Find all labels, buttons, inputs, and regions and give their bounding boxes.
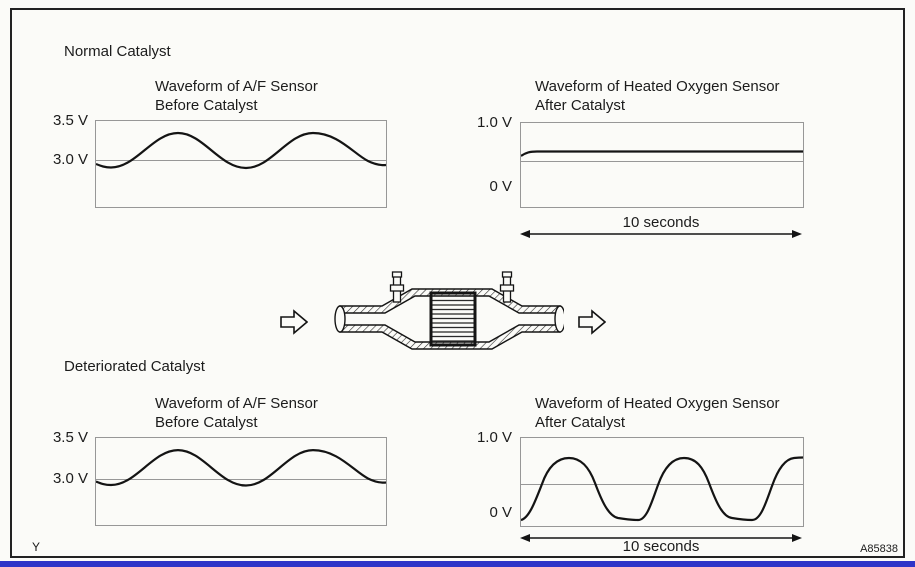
normal-af-chart-title: Waveform of A/F Sensor Before Catalyst	[155, 77, 318, 115]
deteriorated-o2-chart-title: Waveform of Heated Oxygen Sensor After C…	[535, 394, 780, 432]
section-heading-deteriorated: Deteriorated Catalyst	[64, 358, 205, 375]
catalyst-substrate	[429, 291, 477, 347]
chart-title-line1: Waveform of Heated Oxygen Sensor	[535, 395, 780, 412]
deteriorated-o2-chart-box	[520, 437, 804, 527]
deteriorated-af-chart-title: Waveform of A/F Sensor Before Catalyst	[155, 394, 318, 432]
y-axis-label-1-0v: 1.0 V	[476, 114, 512, 131]
section-heading-normal: Normal Catalyst	[64, 43, 171, 60]
chart-title-line2: After Catalyst	[535, 414, 626, 431]
gridline-mid	[521, 161, 803, 162]
figure-code: A85838	[860, 543, 898, 555]
y-axis-label-3-5v: 3.5 V	[52, 429, 88, 446]
y-axis-label-0v: 0 V	[489, 178, 512, 195]
page-corner-mark: Y	[32, 540, 41, 554]
y-axis-label-0v: 0 V	[489, 504, 512, 521]
page-bottom-rule	[0, 561, 915, 567]
y-axis-label-3-0v: 3.0 V	[52, 151, 88, 168]
normal-af-waveform	[96, 131, 386, 170]
time-axis-label: 10 seconds	[622, 538, 700, 555]
sensor-boss-left	[389, 271, 405, 303]
y-axis-label-3-0v: 3.0 V	[52, 470, 88, 487]
pipe-end-left	[334, 305, 346, 333]
y-axis-label-3-5v: 3.5 V	[52, 112, 88, 129]
gridline-3-0v	[96, 479, 386, 480]
normal-o2-chart-box	[520, 122, 804, 208]
flow-arrow-right-icon	[578, 309, 606, 335]
chart-title-line1: Waveform of Heated Oxygen Sensor	[535, 78, 780, 95]
chart-title-line1: Waveform of A/F Sensor	[155, 395, 318, 412]
normal-o2-chart-title: Waveform of Heated Oxygen Sensor After C…	[535, 77, 780, 115]
chart-title-line1: Waveform of A/F Sensor	[155, 78, 318, 95]
gridline-mid	[521, 484, 803, 485]
flow-arrow-left-icon	[280, 309, 308, 335]
deteriorated-o2-waveform	[521, 456, 803, 522]
normal-af-chart-box	[95, 120, 387, 208]
catalytic-converter-graphic	[334, 271, 564, 350]
gridline-3-0v	[96, 160, 386, 161]
chart-title-line2: After Catalyst	[535, 97, 626, 114]
sensor-boss-right	[499, 271, 515, 303]
normal-o2-waveform	[521, 150, 803, 157]
y-axis-label-1-0v: 1.0 V	[476, 429, 512, 446]
time-axis-arrow-icon	[520, 230, 802, 238]
chart-title-line2: Before Catalyst	[155, 97, 258, 114]
chart-title-line2: Before Catalyst	[155, 414, 258, 431]
deteriorated-af-waveform	[96, 449, 386, 487]
figure-border	[10, 8, 905, 558]
deteriorated-af-chart-box	[95, 437, 387, 526]
time-axis-arrow-icon	[520, 534, 802, 542]
time-axis-label: 10 seconds	[622, 214, 700, 231]
pipe-end-right	[554, 305, 564, 333]
